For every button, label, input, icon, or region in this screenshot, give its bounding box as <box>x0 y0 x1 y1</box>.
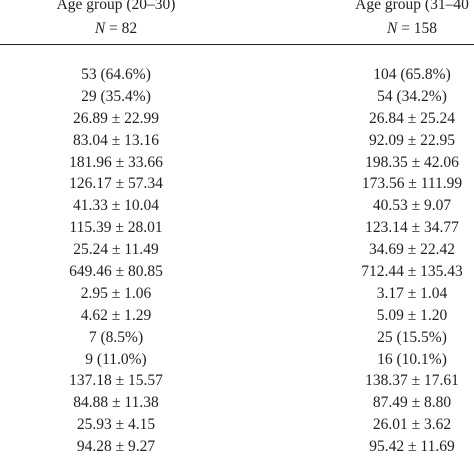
table-row: 2.95 ± 1.06 3.17 ± 1.04 <box>0 283 474 305</box>
cell-age-20-30: 53 (64.6%) <box>81 66 151 83</box>
cell-age-20-30: 115.39 ± 28.01 <box>69 219 163 237</box>
cell-age-20-30: 94.28 ± 9.27 <box>76 438 156 456</box>
table-row: 53 (64.6%) 104 (65.8%) <box>0 64 474 86</box>
table-row: 4.62 ± 1.29 5.09 ± 1.20 <box>0 305 474 327</box>
column-1-sample-size: N = 82 <box>95 20 137 38</box>
cell-age-20-30: 41.33 ± 10.04 <box>72 197 160 215</box>
table-row: 126.17 ± 57.34 173.56 ± 111.99 <box>0 173 474 195</box>
table-row: 25.24 ± 11.49 34.69 ± 22.42 <box>0 239 474 261</box>
cell-age-31-40: 26.84 ± 25.24 <box>368 109 456 127</box>
table-row: 29 (35.4%) 54 (34.2%) <box>0 86 474 108</box>
table-row: 115.39 ± 28.01 123.14 ± 34.77 <box>0 217 474 239</box>
column-1-n-value: = 82 <box>109 20 138 37</box>
table-row: 84.88 ± 11.38 87.49 ± 8.80 <box>0 392 474 414</box>
cell-age-31-40: 5.09 ± 1.20 <box>376 306 448 324</box>
column-2-sample-size: N = 158 <box>387 20 437 38</box>
cell-age-31-40: 138.37 ± 17.61 <box>365 372 459 390</box>
table-row: 137.18 ± 15.57 138.37 ± 17.61 <box>0 370 474 392</box>
cell-age-31-40: 92.09 ± 22.95 <box>368 131 456 149</box>
table-row: 83.04 ± 13.16 92.09 ± 22.95 <box>0 130 474 152</box>
table-row: 41.33 ± 10.04 40.53 ± 9.07 <box>0 195 474 217</box>
cell-age-31-40: 87.49 ± 8.80 <box>372 394 452 412</box>
cell-age-31-40: 54 (34.2%) <box>377 87 447 105</box>
cell-age-20-30: 29 (35.4%) <box>81 87 151 105</box>
cell-age-20-30: 137.18 ± 15.57 <box>69 372 163 390</box>
cell-age-20-30: 126.17 ± 57.34 <box>69 175 163 193</box>
cell-age-20-30: 181.96 ± 33.66 <box>69 153 163 171</box>
table-body: 53 (64.6%) 104 (65.8%) 29 (35.4%) 54 (34.2%… <box>0 64 474 458</box>
cell-age-31-40: 16 (10.1%) <box>377 350 447 368</box>
cell-age-20-30: 83.04 ± 13.16 <box>72 131 160 149</box>
cell-age-20-30: 25.24 ± 11.49 <box>73 241 159 259</box>
header-rule <box>0 44 474 45</box>
cell-age-31-40: 25 (15.5%) <box>377 328 447 346</box>
cell-age-31-40: 198.35 ± 42.06 <box>365 153 459 171</box>
cell-age-31-40: 40.53 ± 9.07 <box>372 197 452 215</box>
cell-age-20-30: 4.62 ± 1.29 <box>80 306 152 324</box>
n-symbol: N <box>94 20 106 37</box>
n-symbol: N <box>386 20 398 37</box>
cell-age-31-40: 123.14 ± 34.77 <box>365 219 459 237</box>
cell-age-31-40: 712.44 ± 135.43 <box>361 263 463 281</box>
table-row: 94.28 ± 9.27 95.42 ± 11.69 <box>0 436 474 458</box>
table-row: 26.89 ± 22.99 26.84 ± 25.24 <box>0 108 474 130</box>
column-2-n-value: = 158 <box>401 20 438 37</box>
column-header-age-20-30: Age group (20–30) <box>56 0 176 13</box>
column-header-age-31-40: Age group (31–40 <box>355 0 469 13</box>
table-row: 9 (11.0%) 16 (10.1%) <box>0 349 474 371</box>
cell-age-20-30: 26.89 ± 22.99 <box>72 109 160 127</box>
cell-age-31-40: 95.42 ± 11.69 <box>369 438 455 456</box>
table-row: 7 (8.5%) 25 (15.5%) <box>0 327 474 349</box>
cell-age-31-40: 26.01 ± 3.62 <box>372 416 452 434</box>
cell-age-20-30: 9 (11.0%) <box>85 350 147 368</box>
table-row: 181.96 ± 33.66 198.35 ± 42.06 <box>0 152 474 174</box>
cell-age-31-40: 173.56 ± 111.99 <box>361 175 463 193</box>
cell-age-31-40: 3.17 ± 1.04 <box>376 284 448 302</box>
cell-age-20-30: 84.88 ± 11.38 <box>73 394 159 412</box>
cell-age-20-30: 2.95 ± 1.06 <box>80 284 152 302</box>
table-row: 649.46 ± 80.85 712.44 ± 135.43 <box>0 261 474 283</box>
cell-age-31-40: 104 (65.8%) <box>373 66 451 83</box>
cell-age-20-30: 25.93 ± 4.15 <box>76 416 156 434</box>
cell-age-31-40: 34.69 ± 22.42 <box>368 241 456 259</box>
table-row: 25.93 ± 4.15 26.01 ± 3.62 <box>0 414 474 436</box>
cell-age-20-30: 649.46 ± 80.85 <box>69 263 163 281</box>
cell-age-20-30: 7 (8.5%) <box>88 328 144 346</box>
